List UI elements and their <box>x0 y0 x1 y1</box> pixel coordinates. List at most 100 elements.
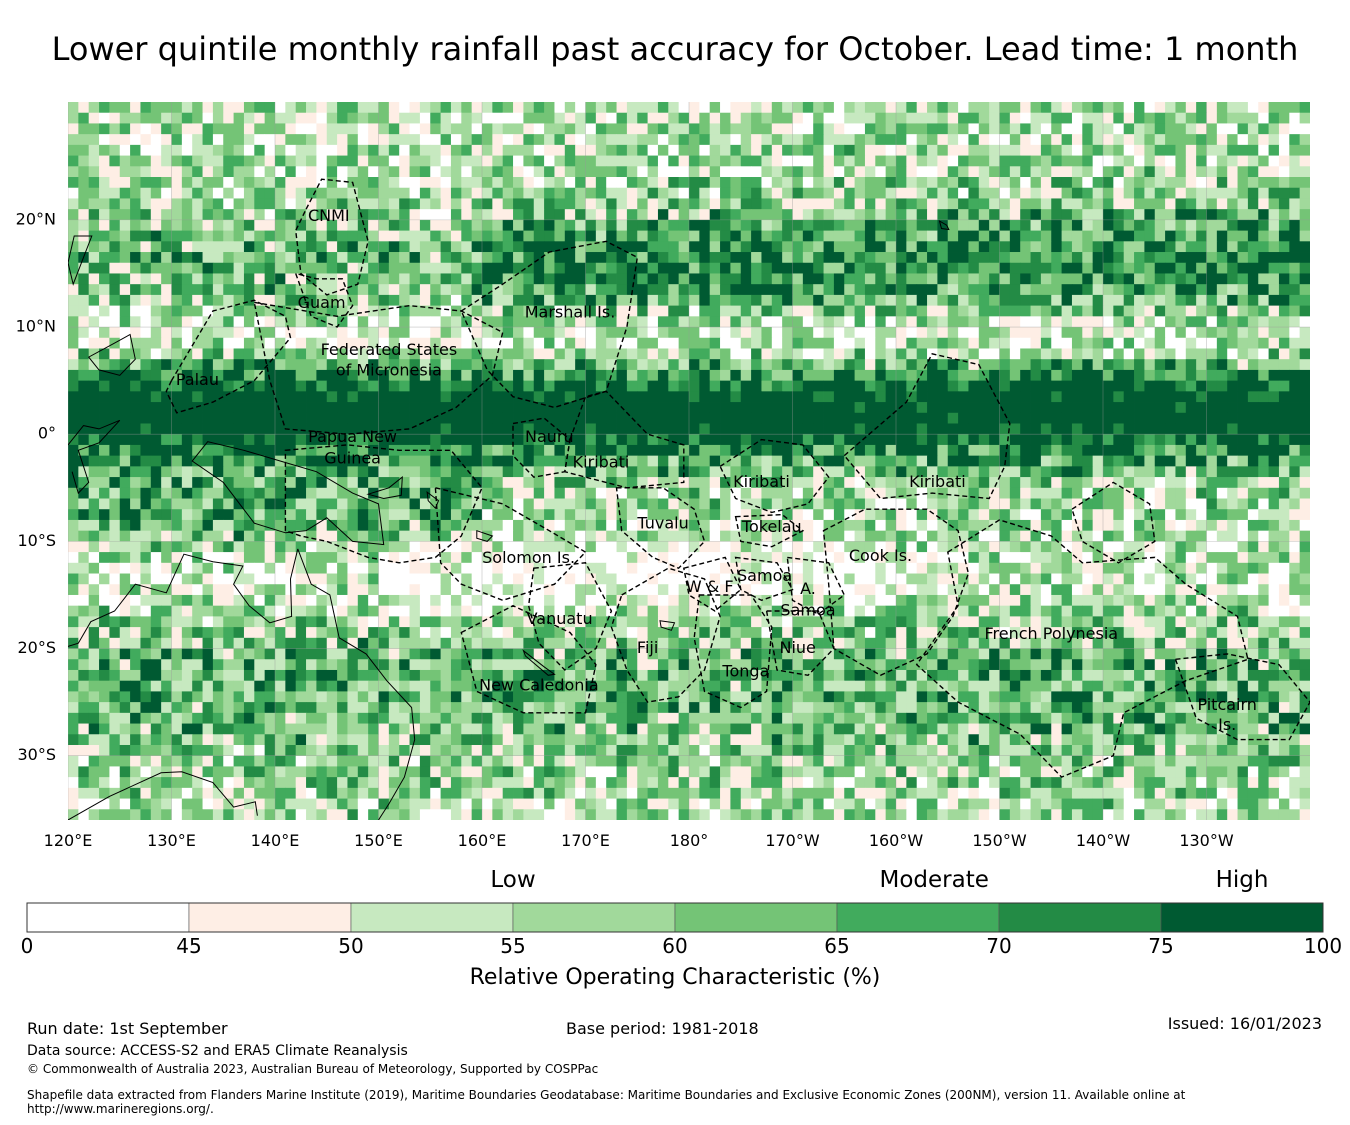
raster-cell <box>430 359 441 371</box>
raster-cell <box>916 155 928 167</box>
raster-cell <box>1051 273 1062 285</box>
raster-cell <box>740 241 752 253</box>
raster-cell <box>140 177 152 189</box>
raster-cell <box>585 219 597 231</box>
raster-cell <box>606 487 617 499</box>
raster-cell <box>243 230 255 242</box>
raster-cell <box>275 252 286 264</box>
raster-cell <box>575 294 586 307</box>
raster-cell <box>409 423 421 435</box>
raster-cell <box>450 123 462 135</box>
raster-cell <box>492 112 504 124</box>
raster-cell <box>606 327 617 339</box>
raster-cell <box>999 209 1011 221</box>
raster-cell <box>595 144 607 156</box>
raster-cell <box>699 380 711 392</box>
raster-cell <box>440 530 452 542</box>
raster-cell <box>709 455 721 467</box>
raster-cell <box>450 187 462 199</box>
raster-cell <box>1092 294 1104 307</box>
raster-cell <box>1051 380 1062 392</box>
raster-cell <box>813 530 824 542</box>
raster-cell <box>844 498 855 510</box>
raster-cell <box>999 498 1011 510</box>
raster-cell <box>1165 294 1176 307</box>
raster-cell <box>1009 252 1021 264</box>
raster-cell <box>927 134 938 146</box>
raster-cell <box>999 112 1011 124</box>
raster-cell <box>657 412 669 424</box>
raster-cell <box>1268 230 1280 242</box>
raster-cell <box>1154 466 1166 478</box>
raster-cell <box>513 241 524 253</box>
raster-cell <box>347 477 359 489</box>
raster-cell <box>885 144 897 156</box>
raster-cell <box>513 209 524 221</box>
raster-cell <box>989 294 1000 307</box>
raster-cell <box>958 509 969 521</box>
raster-cell <box>109 412 121 424</box>
raster-cell <box>1237 402 1249 414</box>
raster-cell <box>285 455 297 467</box>
raster-cell <box>388 241 400 253</box>
raster-cell <box>1206 102 1218 114</box>
raster-cell <box>1082 177 1094 189</box>
raster-cell <box>595 337 607 349</box>
raster-cell <box>751 444 762 457</box>
raster-cell <box>275 434 286 446</box>
raster-cell <box>1144 412 1156 424</box>
raster-cell <box>730 102 742 114</box>
raster-cell <box>937 112 949 124</box>
raster-cell <box>699 519 711 532</box>
raster-cell <box>1289 134 1301 146</box>
raster-cell <box>482 262 493 274</box>
raster-cell <box>316 112 328 124</box>
raster-cell <box>937 155 949 167</box>
raster-cell <box>523 134 535 146</box>
raster-cell <box>1061 359 1073 371</box>
raster-cell <box>616 434 628 446</box>
raster-cell <box>1030 198 1042 210</box>
raster-cell <box>78 380 90 392</box>
raster-cell <box>668 337 680 349</box>
raster-cell <box>161 509 172 521</box>
raster-cell <box>761 359 773 371</box>
raster-cell <box>730 209 742 221</box>
raster-cell <box>668 177 680 189</box>
raster-cell <box>616 444 628 457</box>
raster-cell <box>68 166 79 178</box>
raster-cell <box>813 294 824 307</box>
raster-cell <box>88 155 100 167</box>
raster-cell <box>419 509 431 521</box>
raster-cell <box>616 359 628 371</box>
raster-cell <box>999 402 1011 414</box>
raster-cell <box>958 402 969 414</box>
raster-cell <box>906 519 918 532</box>
raster-cell <box>978 337 990 349</box>
raster-cell <box>585 284 597 296</box>
raster-cell <box>430 337 441 349</box>
raster-cell <box>958 423 969 435</box>
raster-cell <box>730 423 742 435</box>
raster-cell <box>927 509 938 521</box>
raster-cell <box>202 359 214 371</box>
raster-cell <box>430 273 441 285</box>
raster-cell <box>1020 391 1031 403</box>
raster-cell <box>678 102 690 114</box>
raster-cell <box>347 294 359 307</box>
raster-cell <box>523 434 535 446</box>
raster-cell <box>1051 177 1062 189</box>
raster-cell <box>119 144 131 156</box>
raster-cell <box>689 209 700 221</box>
raster-cell <box>471 444 483 457</box>
raster-cell <box>1154 123 1166 135</box>
raster-cell <box>78 316 90 328</box>
raster-cell <box>1082 509 1094 521</box>
raster-cell <box>161 434 172 446</box>
raster-cell <box>1144 209 1156 221</box>
raster-cell <box>937 252 949 264</box>
raster-cell <box>243 273 255 285</box>
raster-cell <box>150 337 162 349</box>
raster-cell <box>388 498 400 510</box>
raster-cell <box>430 284 441 296</box>
